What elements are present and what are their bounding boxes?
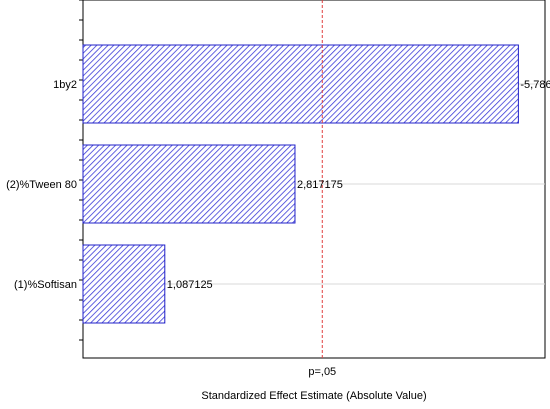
bar-1 xyxy=(82,144,296,224)
bar-0 xyxy=(82,44,519,124)
value-label: 2,817175 xyxy=(297,179,343,191)
bars xyxy=(82,44,519,324)
reference-line-label: p=,05 xyxy=(308,366,336,378)
labels: 1by2 -5,78631 (2)%Tween 80 2,817175 (1)%Soft… xyxy=(6,79,550,291)
y-axis-ticks xyxy=(79,0,83,341)
x-axis-title: Standardized Effect Estimate (Absolute V… xyxy=(201,390,426,402)
category-label: (2)%Tween 80 xyxy=(6,179,77,191)
category-label: (1)%Softisan xyxy=(14,279,77,291)
value-label: -5,78631 xyxy=(520,79,550,91)
value-label: 1,087125 xyxy=(167,279,213,291)
category-label: 1by2 xyxy=(53,79,77,91)
bar-2 xyxy=(82,244,166,324)
